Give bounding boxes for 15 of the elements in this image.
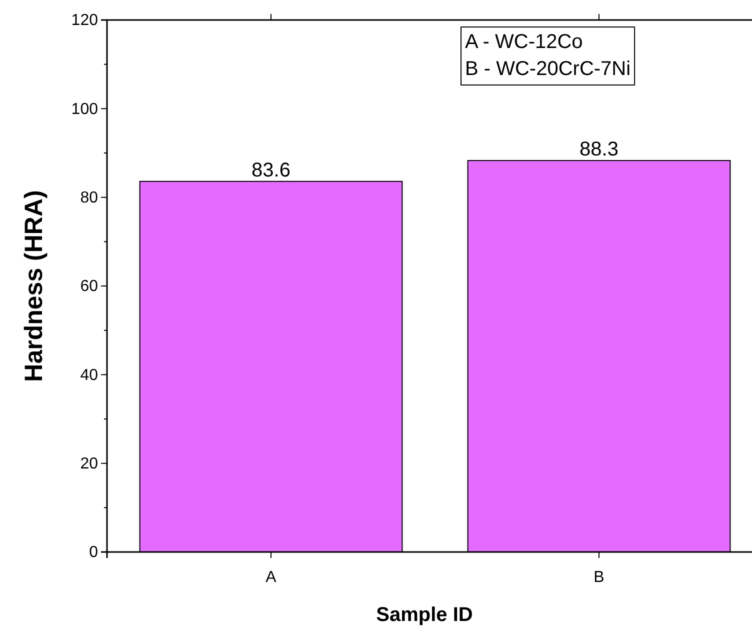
y-tick-label: 60 (80, 278, 98, 296)
y-tick-label: 120 (71, 12, 98, 30)
y-tick-label: 0 (89, 544, 98, 562)
x-axis-title: Sample ID (376, 604, 473, 626)
y-tick-label: 20 (80, 455, 98, 472)
annotation: B - WC-20CrC-7Ni (465, 58, 631, 80)
data-label: 83.6 (252, 159, 290, 182)
y-axis-title: Hardness (HRA) (20, 190, 48, 382)
x-tick-label: B (594, 568, 604, 586)
data-label: 88.3 (580, 138, 618, 161)
annotation: A - WC-12Co (465, 31, 583, 53)
x-tick-label: A (266, 568, 277, 586)
y-tick-label: 80 (80, 189, 98, 206)
y-tick-label: 100 (71, 100, 98, 118)
y-tick-label: 40 (80, 366, 98, 384)
